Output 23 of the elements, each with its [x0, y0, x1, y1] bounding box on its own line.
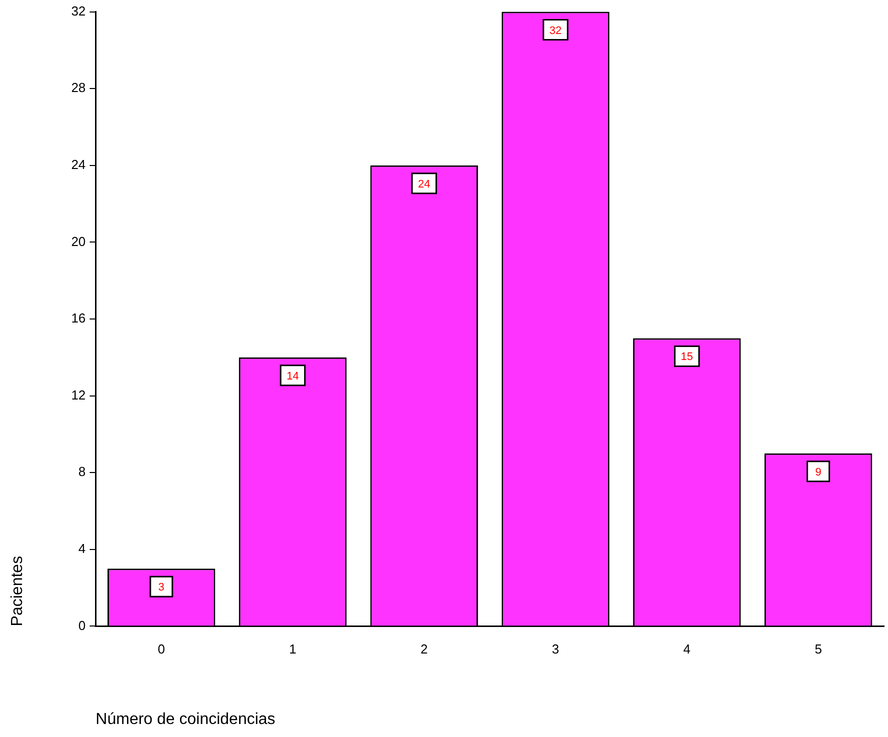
data-label: 32: [549, 24, 562, 37]
x-tick-label: 5: [814, 642, 822, 657]
y-tick-label: 12: [71, 387, 86, 402]
data-label: 24: [418, 178, 430, 190]
y-tick-label: 4: [78, 540, 86, 556]
x-tick-label: 1: [289, 642, 296, 657]
y-tick-label: 0: [78, 618, 86, 633]
x-tick-label: 4: [683, 642, 691, 657]
x-tick-label: 2: [420, 642, 428, 657]
y-tick-label: 32: [71, 3, 86, 18]
y-tick-label: 20: [71, 234, 86, 249]
data-label: 14: [286, 370, 299, 382]
x-tick-label: 3: [552, 642, 560, 657]
data-label: 9: [815, 466, 822, 478]
y-tick-label: 24: [71, 156, 86, 172]
y-tick-label: 8: [78, 464, 86, 480]
x-tick-label: 0: [158, 642, 165, 657]
data-label: 15: [680, 351, 694, 364]
y-tick-label: 28: [71, 80, 86, 96]
y-tick-label: 16: [71, 310, 86, 326]
data-label: 3: [158, 582, 164, 594]
x-axis-title: Número de coincidencias: [96, 710, 276, 728]
y-axis-title: Pacientes: [9, 556, 26, 626]
